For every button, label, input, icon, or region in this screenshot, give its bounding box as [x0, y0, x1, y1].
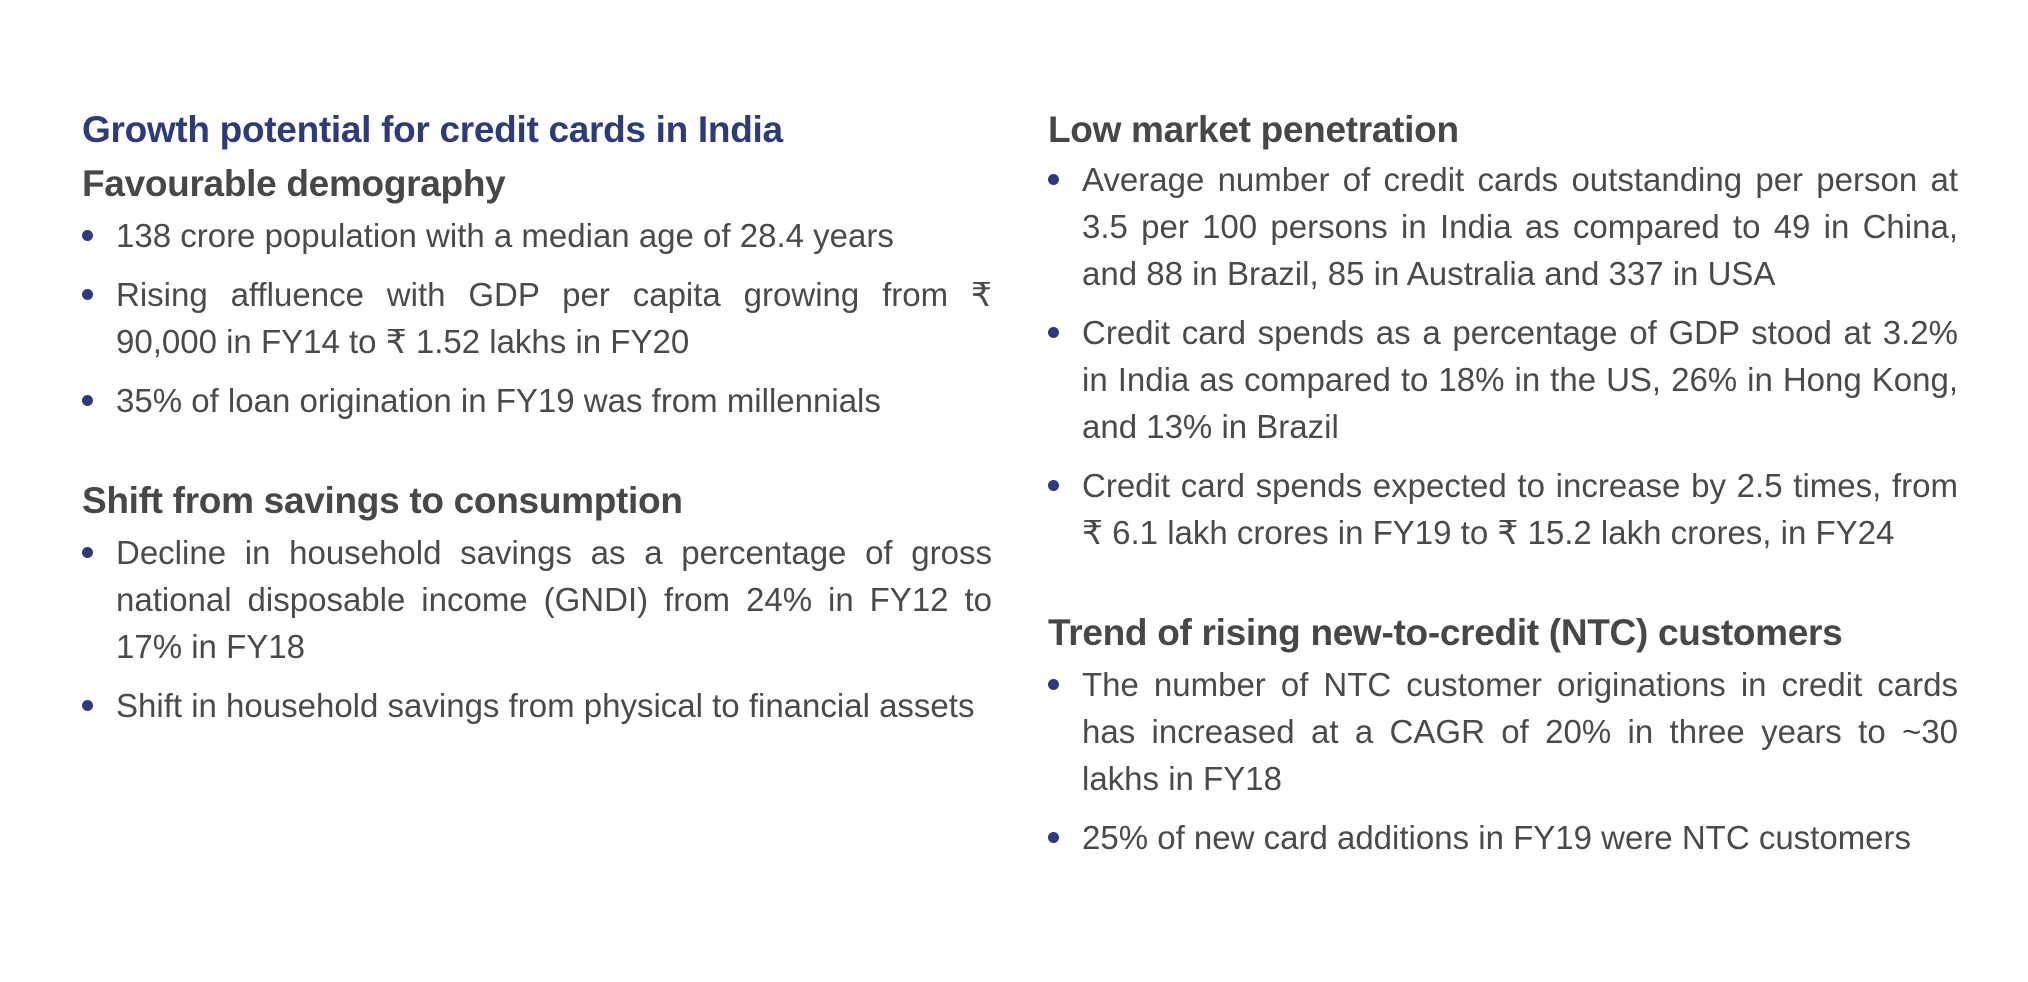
- page-title: Growth potential for credit cards in Ind…: [82, 109, 783, 150]
- bullet-icon: [1048, 832, 1059, 843]
- list-item: Rising affluence with GDP per capita gro…: [82, 271, 992, 365]
- list-item: Credit card spends as a percentage of GD…: [1048, 309, 1958, 450]
- list-item: 25% of new card additions in FY19 were N…: [1048, 814, 1958, 861]
- list-item: Average number of credit cards outstandi…: [1048, 156, 1958, 297]
- bullet-list-demography: 138 crore population with a median age o…: [82, 212, 992, 424]
- bullet-list-ntc: The number of NTC customer originations …: [1048, 661, 1958, 861]
- bullet-icon: [82, 700, 93, 711]
- list-item: 138 crore population with a median age o…: [82, 212, 992, 259]
- right-column: Low market penetration Average number of…: [1048, 104, 1958, 873]
- bullet-icon: [82, 230, 93, 241]
- bullet-list-penetration: Average number of credit cards outstandi…: [1048, 156, 1958, 556]
- left-column: Growth potential for credit cards in Ind…: [82, 104, 992, 741]
- list-item: Shift in household savings from physical…: [82, 682, 992, 729]
- bullet-list-savings: Decline in household savings as a percen…: [82, 529, 992, 729]
- bullet-icon: [1048, 327, 1059, 338]
- section-heading-ntc: Trend of rising new-to-credit (NTC) cust…: [1048, 612, 1843, 653]
- list-item: The number of NTC customer originations …: [1048, 661, 1958, 802]
- bullet-icon: [82, 395, 93, 406]
- bullet-icon: [1048, 679, 1059, 690]
- bullet-icon: [1048, 480, 1059, 491]
- list-item: 35% of loan origination in FY19 was from…: [82, 377, 992, 424]
- bullet-icon: [82, 547, 93, 558]
- section-heading-savings: Shift from savings to consumption: [82, 480, 683, 521]
- list-item: Decline in household savings as a percen…: [82, 529, 992, 670]
- bullet-icon: [82, 289, 93, 300]
- section-heading-penetration: Low market penetration: [1048, 109, 1459, 150]
- bullet-icon: [1048, 174, 1059, 185]
- section-heading-demography: Favourable demography: [82, 163, 506, 204]
- list-item: Credit card spends expected to increase …: [1048, 462, 1958, 556]
